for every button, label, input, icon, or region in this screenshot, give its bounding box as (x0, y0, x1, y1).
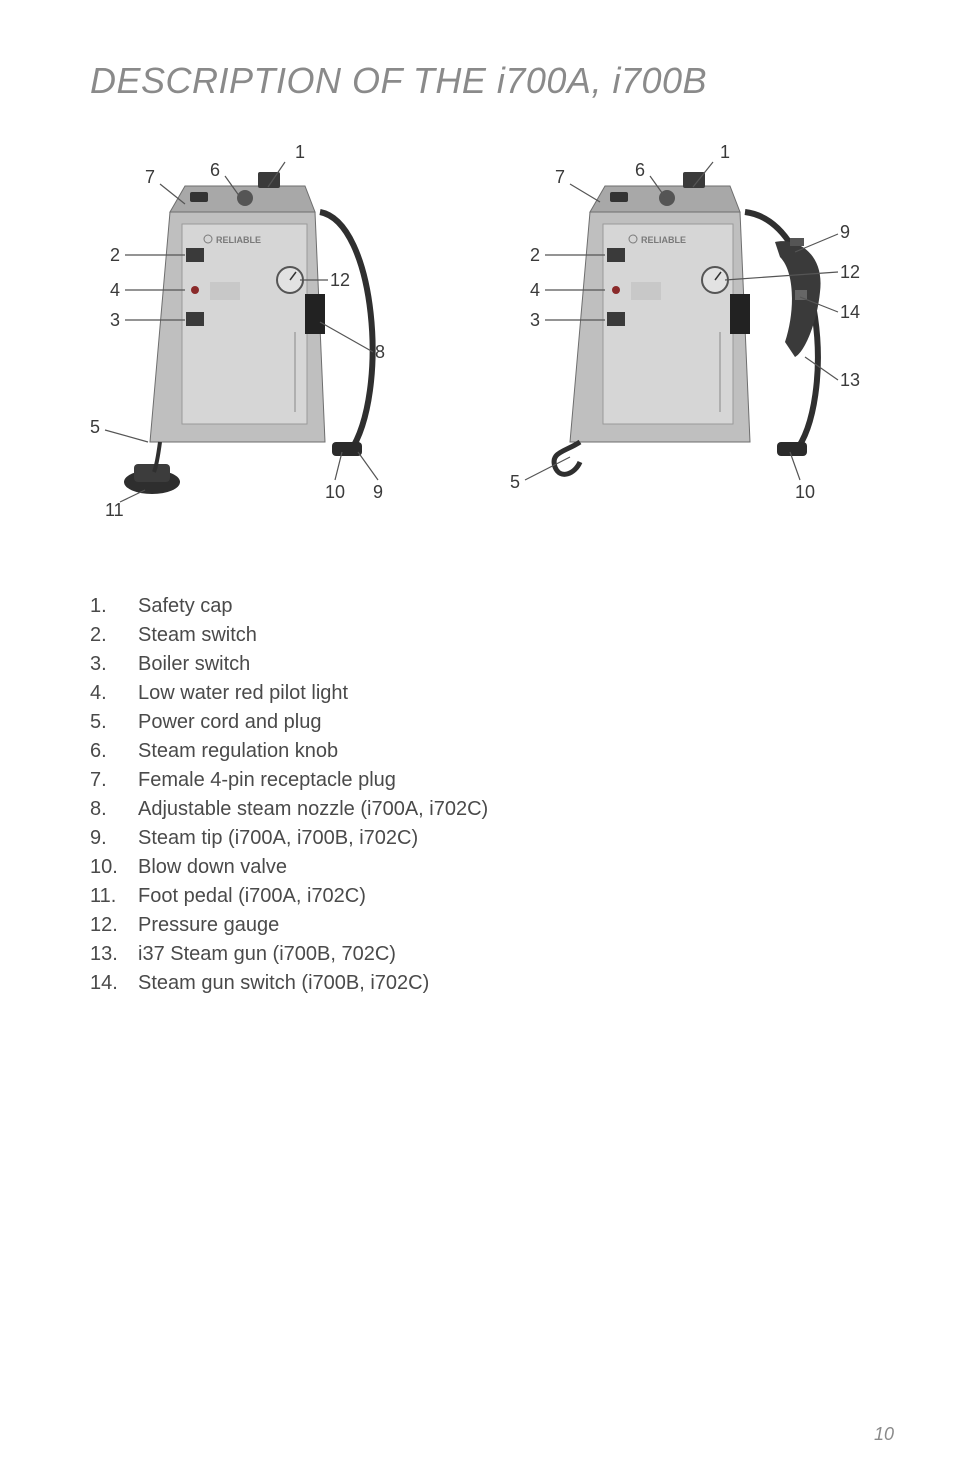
callout-number: 5 (510, 472, 520, 493)
callout-number: 9 (840, 222, 850, 243)
callout-number: 12 (840, 262, 860, 283)
device-diagram-left: RELIABLE (90, 142, 435, 522)
callout-number: 13 (840, 370, 860, 391)
parts-list-item: Low water red pilot light (90, 679, 864, 708)
callout-number: 3 (530, 310, 540, 331)
parts-list-item: Foot pedal (i700A, i702C) (90, 882, 864, 911)
callout-number: 7 (145, 167, 155, 188)
parts-list-item: Boiler switch (90, 650, 864, 679)
parts-list-item: Blow down valve (90, 853, 864, 882)
callout-number: 10 (325, 482, 345, 503)
parts-list-item: Safety cap (90, 592, 864, 621)
callout-number: 6 (635, 160, 645, 181)
callout-number: 14 (840, 302, 860, 323)
parts-list-item: Steam tip (i700A, i700B, i702C) (90, 824, 864, 853)
callout-number: 2 (110, 245, 120, 266)
parts-list-item: Power cord and plug (90, 708, 864, 737)
parts-list-item: Adjustable steam nozzle (i700A, i702C) (90, 795, 864, 824)
callout-number: 1 (295, 142, 305, 163)
brand-text-left: RELIABLE (216, 235, 261, 245)
page-number: 10 (874, 1424, 894, 1445)
callout-number: 12 (330, 270, 350, 291)
figures-row: RELIABLE 167243128 (90, 142, 864, 522)
device-diagram-right: RELIABLE (495, 142, 865, 522)
callout-number: 1 (720, 142, 730, 163)
callout-number: 4 (530, 280, 540, 301)
callout-number: 4 (110, 280, 120, 301)
callout-number: 3 (110, 310, 120, 331)
page-title: DESCRIPTION OF THE i700A, i700B (90, 60, 864, 102)
callout-number: 2 (530, 245, 540, 266)
callout-number: 9 (373, 482, 383, 503)
callout-number: 8 (375, 342, 385, 363)
callout-number: 11 (105, 500, 124, 521)
callout-number: 5 (90, 417, 100, 438)
callout-number: 10 (795, 482, 815, 503)
parts-list-item: Pressure gauge (90, 911, 864, 940)
parts-list-item: Female 4-pin receptacle plug (90, 766, 864, 795)
parts-list-item: Steam gun switch (i700B, i702C) (90, 969, 864, 998)
parts-list-item: Steam switch (90, 621, 864, 650)
parts-list-item: i37 Steam gun (i700B, 702C) (90, 940, 864, 969)
parts-list-item: Steam regulation knob (90, 737, 864, 766)
callout-number: 6 (210, 160, 220, 181)
figure-i700a: RELIABLE 1 6 7 2 4 3 12 8 (90, 142, 435, 522)
callout-number: 7 (555, 167, 565, 188)
brand-text-right: RELIABLE (641, 235, 686, 245)
figure-i700b: RELIABLE 1 6 7 2 4 3 9 12 14 13 5 10 (495, 142, 865, 522)
parts-list: Safety capSteam switchBoiler switchLow w… (90, 592, 864, 998)
